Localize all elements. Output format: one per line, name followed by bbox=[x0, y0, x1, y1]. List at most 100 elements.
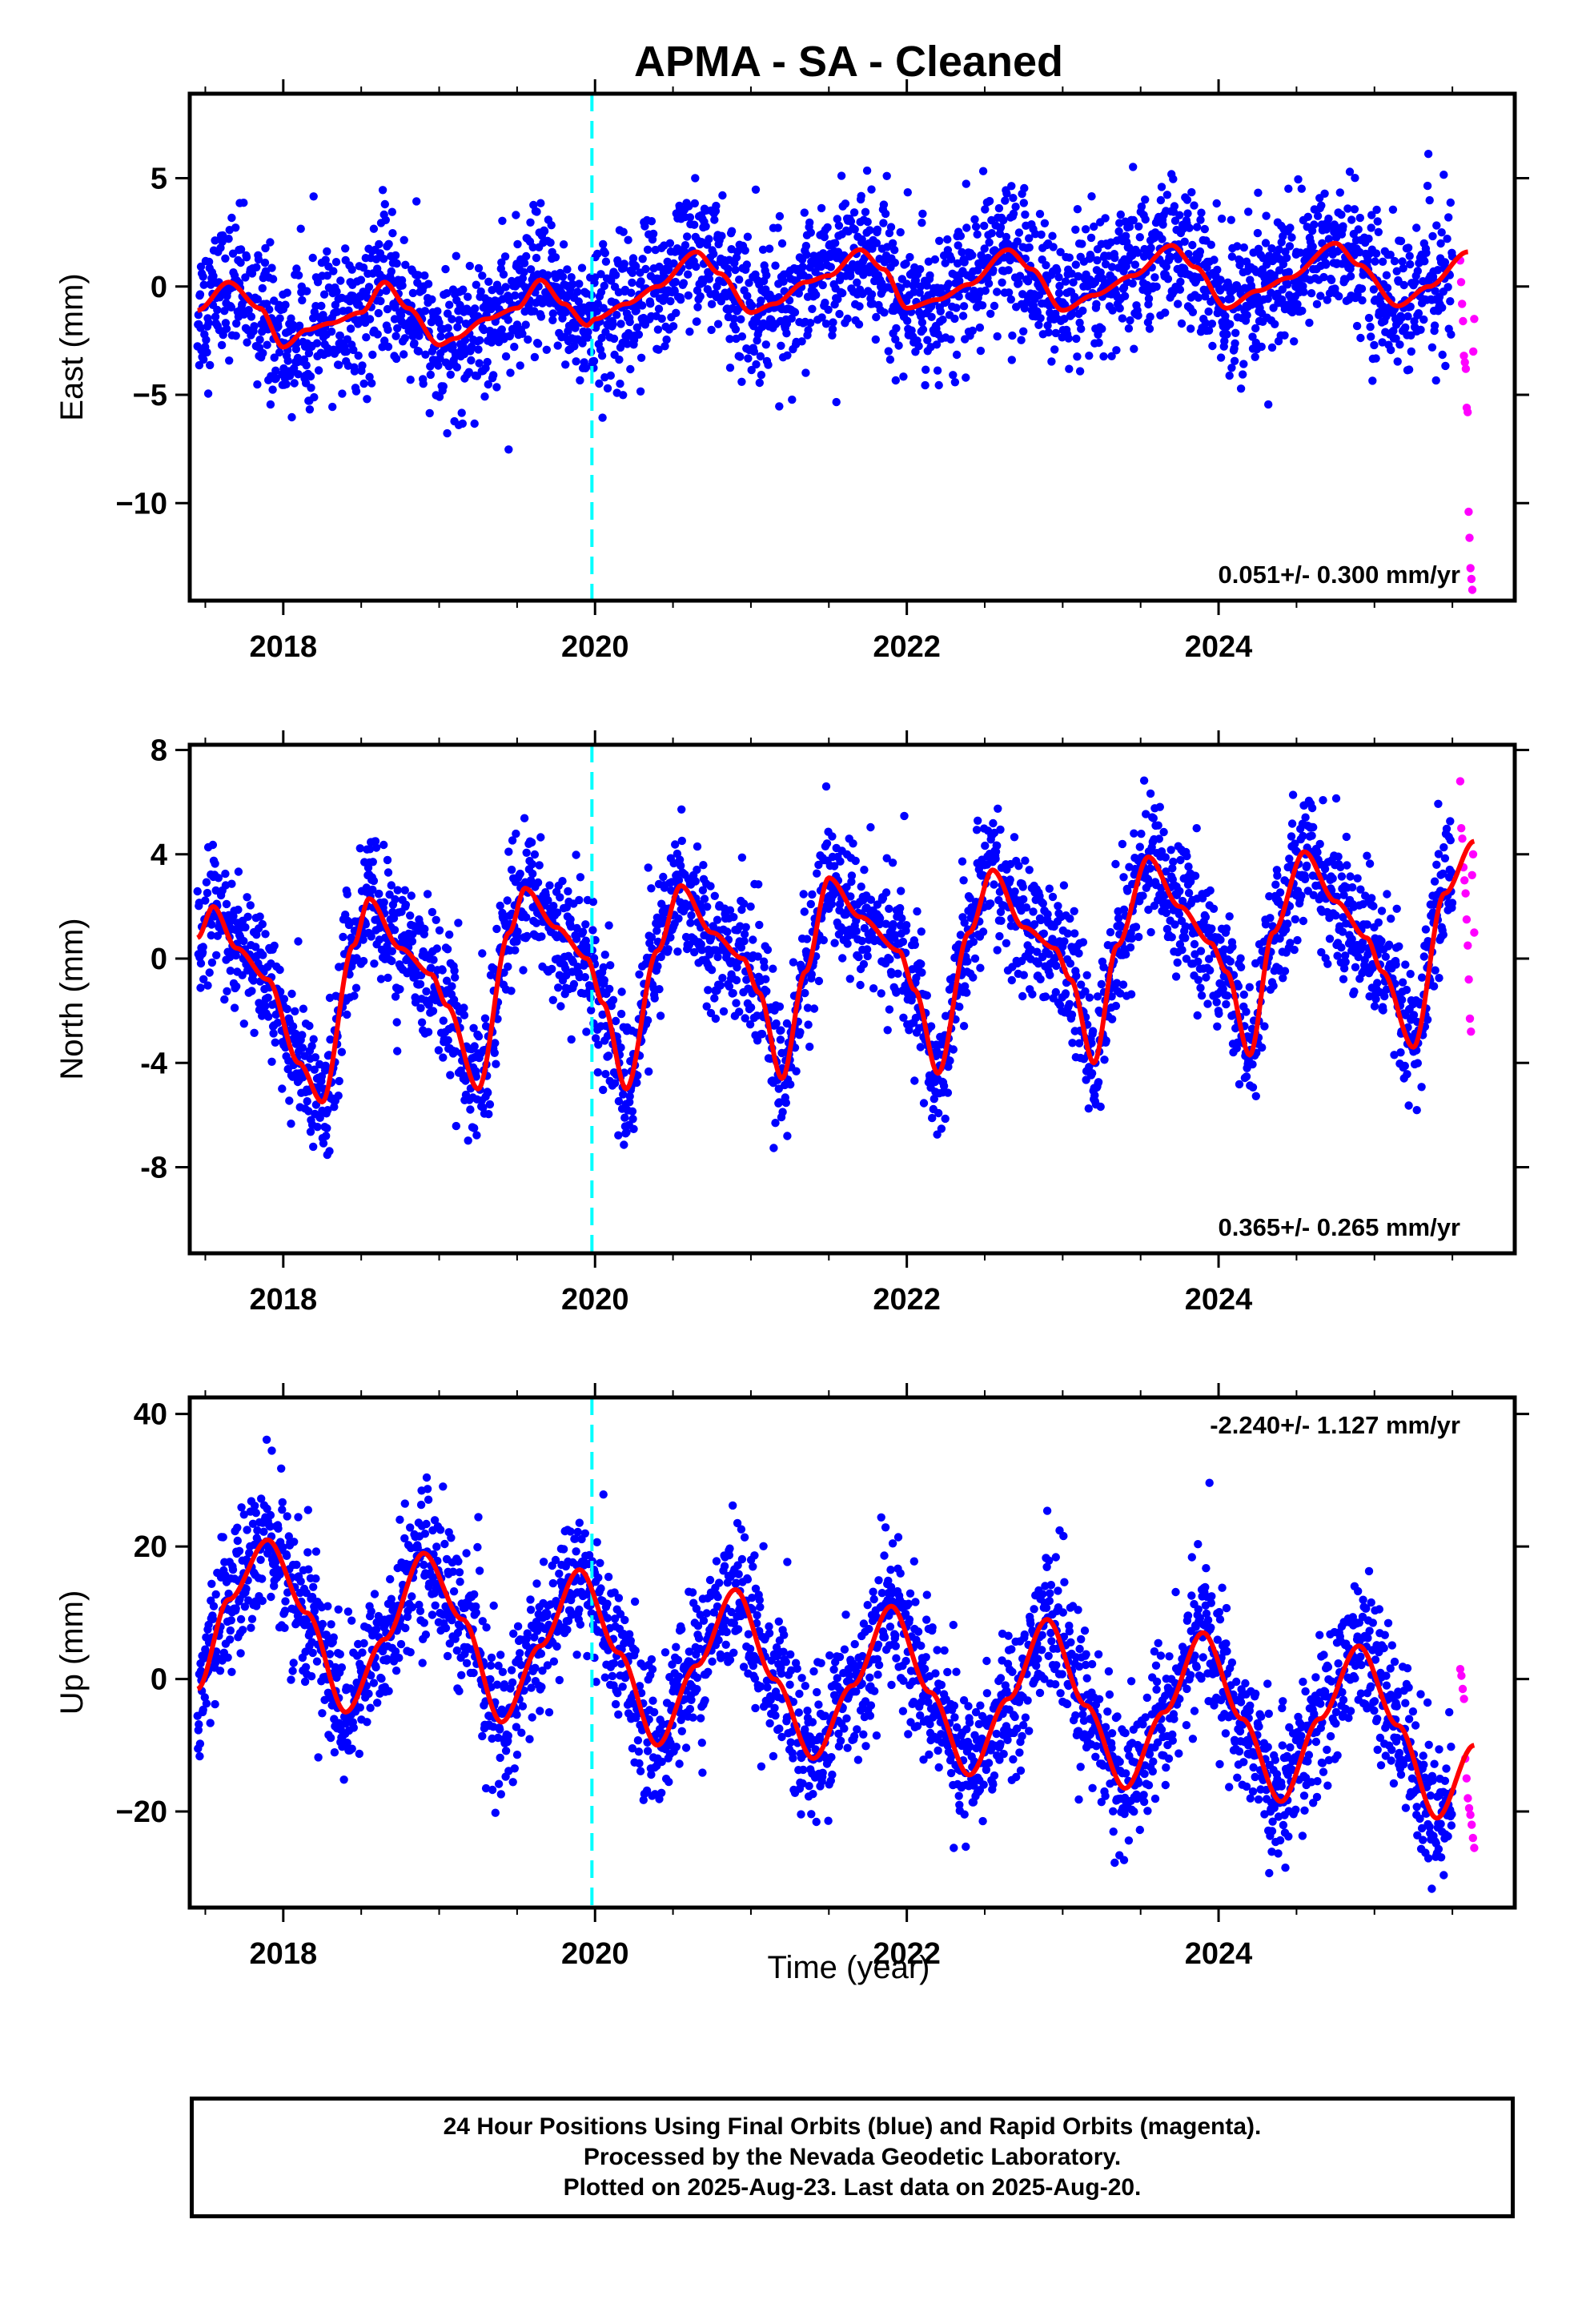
data-point bbox=[522, 251, 531, 261]
data-point bbox=[1371, 354, 1380, 363]
data-point bbox=[1401, 323, 1410, 332]
data-point bbox=[635, 970, 644, 979]
data-point bbox=[1065, 999, 1074, 1009]
data-point bbox=[1399, 280, 1408, 290]
data-point bbox=[363, 395, 371, 404]
data-point bbox=[727, 227, 737, 235]
data-point bbox=[485, 1100, 495, 1109]
data-point bbox=[978, 167, 988, 175]
data-point bbox=[1137, 202, 1146, 211]
data-point bbox=[221, 254, 230, 263]
data-point bbox=[383, 342, 393, 352]
data-point bbox=[195, 290, 205, 299]
data-point bbox=[1407, 347, 1416, 356]
data-point bbox=[259, 951, 267, 959]
data-point bbox=[329, 267, 338, 275]
data-point bbox=[1018, 883, 1027, 891]
data-point bbox=[1243, 311, 1251, 320]
data-point bbox=[524, 335, 532, 344]
data-point bbox=[1034, 959, 1043, 968]
data-point bbox=[919, 1099, 929, 1108]
data-point bbox=[391, 332, 400, 340]
data-point bbox=[1139, 776, 1149, 785]
data-point bbox=[1086, 233, 1096, 243]
data-point bbox=[857, 936, 866, 946]
data-point bbox=[1323, 296, 1332, 304]
data-point bbox=[1021, 856, 1030, 865]
data-point bbox=[857, 883, 865, 891]
data-point bbox=[511, 946, 520, 955]
data-point bbox=[699, 861, 708, 870]
data-point bbox=[476, 287, 485, 296]
data-point bbox=[1129, 215, 1138, 225]
data-point bbox=[291, 1007, 299, 1016]
data-point bbox=[270, 353, 279, 362]
data-point bbox=[801, 241, 811, 251]
data-point bbox=[883, 1026, 892, 1035]
data-point bbox=[616, 1043, 625, 1052]
model-fit-line bbox=[196, 240, 1469, 350]
data-point bbox=[1129, 163, 1138, 171]
data-point bbox=[1201, 319, 1211, 328]
data-point bbox=[1158, 220, 1167, 229]
data-point bbox=[1185, 223, 1194, 232]
data-point bbox=[1064, 334, 1073, 343]
data-point bbox=[826, 263, 836, 271]
data-point bbox=[1001, 196, 1010, 205]
data-point bbox=[917, 927, 926, 936]
data-point bbox=[294, 271, 303, 279]
data-point bbox=[1107, 1015, 1117, 1023]
data-point bbox=[809, 1004, 819, 1013]
data-point bbox=[1035, 210, 1045, 219]
data-point bbox=[712, 201, 721, 211]
data-point bbox=[196, 959, 206, 968]
data-point bbox=[736, 352, 745, 361]
data-point bbox=[1043, 910, 1052, 919]
data-point bbox=[814, 860, 823, 870]
data-point bbox=[1363, 255, 1372, 265]
data-point bbox=[944, 279, 954, 288]
data-point bbox=[941, 259, 950, 267]
data-point bbox=[1339, 222, 1347, 231]
data-point bbox=[1085, 1063, 1094, 1072]
data-point bbox=[452, 363, 461, 372]
data-point bbox=[997, 916, 1006, 926]
data-point bbox=[199, 272, 207, 281]
data-point bbox=[606, 961, 615, 970]
data-point bbox=[783, 351, 792, 360]
data-point bbox=[1405, 251, 1414, 260]
data-point bbox=[1217, 214, 1227, 223]
data-point bbox=[500, 968, 508, 977]
data-point bbox=[1367, 211, 1376, 219]
data-point bbox=[549, 902, 558, 911]
data-point bbox=[1207, 320, 1217, 328]
data-point bbox=[239, 199, 248, 207]
data-point bbox=[506, 368, 515, 377]
data-point bbox=[253, 295, 263, 304]
data-point bbox=[852, 927, 861, 935]
data-point bbox=[1073, 352, 1082, 361]
data-point bbox=[213, 305, 222, 315]
data-point bbox=[1399, 263, 1407, 273]
data-point bbox=[783, 1132, 792, 1140]
data-point bbox=[1149, 814, 1158, 822]
data-point bbox=[512, 211, 520, 219]
data-point bbox=[251, 943, 260, 951]
data-point bbox=[968, 251, 977, 259]
data-point bbox=[1004, 266, 1013, 275]
data-point bbox=[597, 352, 607, 360]
data-point bbox=[843, 939, 852, 948]
data-point bbox=[520, 267, 528, 276]
data-point bbox=[391, 992, 400, 1001]
data-point bbox=[914, 342, 923, 351]
data-point bbox=[1094, 338, 1103, 348]
data-point bbox=[282, 380, 291, 388]
data-point bbox=[335, 360, 343, 369]
data-point bbox=[483, 357, 492, 367]
data-point bbox=[903, 188, 913, 197]
data-point bbox=[469, 1023, 478, 1033]
data-point bbox=[1142, 810, 1150, 818]
data-point bbox=[1030, 920, 1039, 929]
data-point bbox=[953, 259, 962, 268]
data-point bbox=[490, 1048, 499, 1058]
